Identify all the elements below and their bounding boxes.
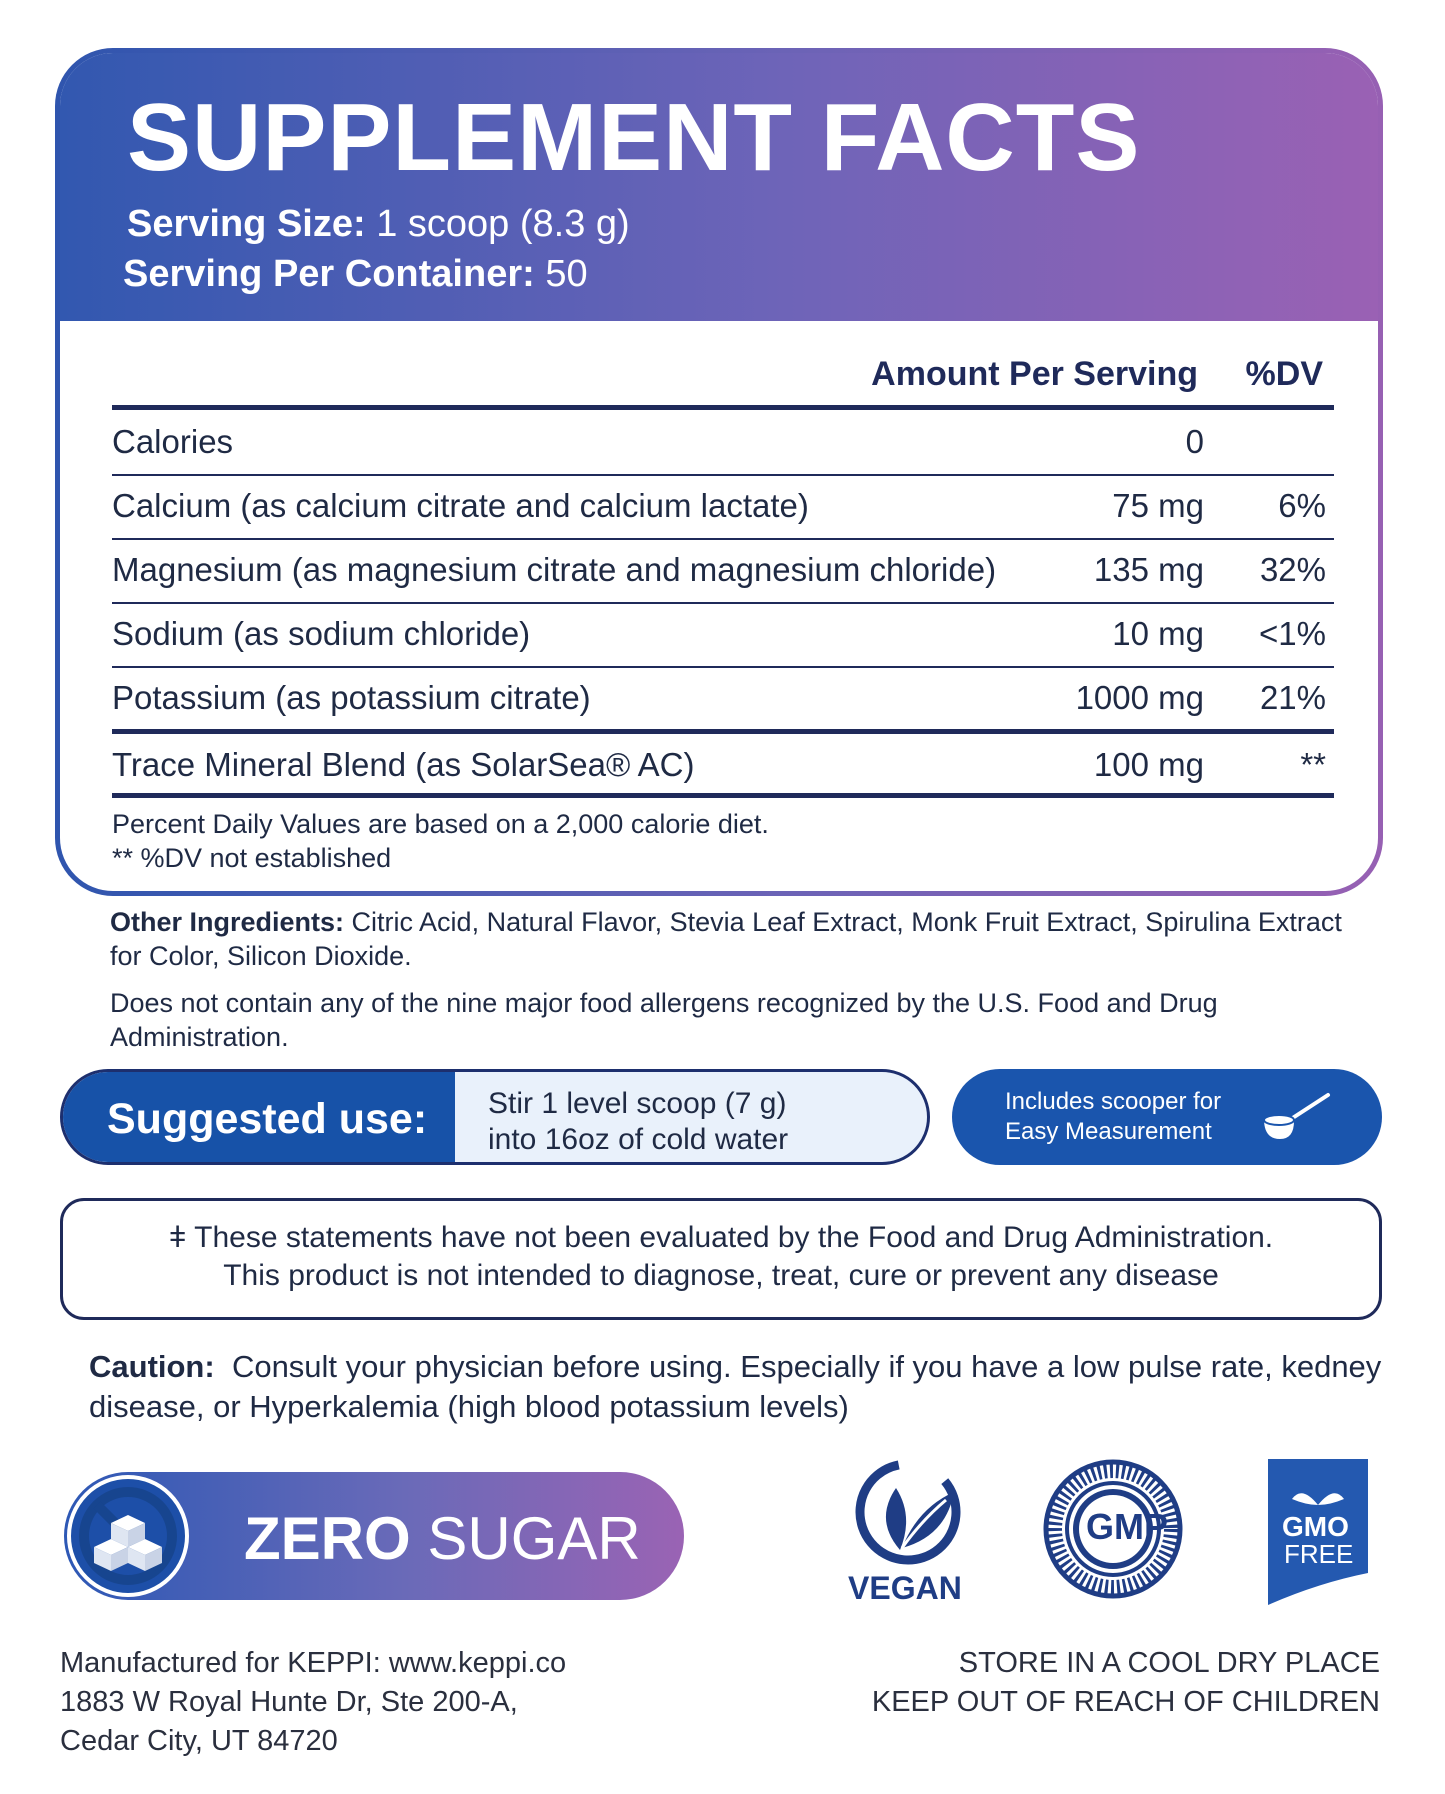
disclaimer-line-1: ǂ These statements have not been evaluat…	[168, 1221, 1274, 1254]
row-divider-thick	[112, 729, 1334, 734]
serving-size-value: 1 scoop (8.3 g)	[376, 203, 630, 245]
serving-size: Serving Size: 1 scoop (8.3 g)	[127, 203, 630, 246]
nutrient-name: Sodium (as sodium chloride)	[112, 615, 531, 652]
nutrient-amount: 1000 mg	[1075, 679, 1204, 716]
caution-text: Consult your physician before using. Esp…	[89, 1349, 1382, 1424]
supplement-facts-inner: SUPPLEMENT FACTS Serving Size: 1 scoop (…	[60, 53, 1378, 891]
facts-header: SUPPLEMENT FACTS Serving Size: 1 scoop (…	[60, 53, 1378, 321]
nutrient-name: Calcium (as calcium citrate and calcium …	[112, 487, 809, 524]
servings-value: 50	[545, 253, 588, 295]
suggested-use-line-1: Stir 1 level scoop (7 g)	[488, 1087, 787, 1120]
facts-row: Calories 0	[112, 411, 1334, 475]
facts-title: SUPPLEMENT FACTS	[127, 84, 1141, 191]
gmo-free-badge: GMO FREE	[1262, 1455, 1374, 1605]
nutrient-name: Trace Mineral Blend (as SolarSea® AC)	[112, 746, 695, 783]
nutrient-name: Magnesium (as magnesium citrate and magn…	[112, 551, 997, 588]
suggested-use-label: Suggested use:	[107, 1095, 428, 1143]
caution-statement: Caution: Consult your physician before u…	[89, 1347, 1389, 1427]
dv-note: Percent Daily Values are based on a 2,00…	[112, 809, 769, 839]
nutrient-dv: 32%	[1259, 551, 1326, 588]
scooper-text: Includes scooper for Easy Measurement	[1005, 1087, 1221, 1147]
storage-info: STORE IN A COOL DRY PLACE KEEP OUT OF RE…	[872, 1644, 1380, 1722]
gmp-seal-icon	[1043, 1459, 1183, 1599]
nutrient-amount: 75 mg	[1112, 487, 1204, 524]
free-label: FREE	[1284, 1539, 1354, 1569]
facts-row: Magnesium (as magnesium citrate and magn…	[112, 539, 1334, 603]
storage-line: STORE IN A COOL DRY PLACE	[958, 1647, 1380, 1679]
suggested-use-box: Suggested use: Stir 1 level scoop (7 g) …	[60, 1069, 930, 1165]
facts-row: Sodium (as sodium chloride) 10 mg <1%	[112, 603, 1334, 667]
other-ingredients-label: Other Ingredients:	[110, 907, 345, 937]
column-header-dv: %DV	[1245, 355, 1323, 393]
nutrient-amount: 135 mg	[1093, 551, 1204, 588]
allergen-statement: Does not contain any of the nine major f…	[110, 988, 1218, 1052]
suggested-use-text: Stir 1 level scoop (7 g) into 16oz of co…	[488, 1086, 788, 1158]
fda-disclaimer: ǂ These statements have not been evaluat…	[60, 1198, 1382, 1320]
facts-row: Potassium (as potassium citrate) 1000 mg…	[112, 667, 1334, 731]
address-line-2: Cedar City, UT 84720	[60, 1725, 338, 1757]
column-header-amount: Amount Per Serving	[871, 355, 1198, 393]
manufacturer-line: Manufactured for KEPPI: www.keppi.co	[60, 1647, 567, 1679]
serving-size-label: Serving Size:	[127, 203, 366, 245]
row-divider	[112, 538, 1334, 540]
nutrient-amount: 10 mg	[1112, 615, 1204, 652]
other-ingredients: Other Ingredients: Citric Acid, Natural …	[110, 905, 1370, 973]
vegan-label: VEGAN	[848, 1570, 962, 1606]
nutrient-dv: 6%	[1278, 487, 1326, 524]
facts-row: Calcium (as calcium citrate and calcium …	[112, 475, 1334, 539]
supplement-facts-panel: SUPPLEMENT FACTS Serving Size: 1 scoop (…	[55, 48, 1383, 896]
nutrient-name: Calories	[112, 423, 234, 460]
suggested-use-label-bg: Suggested use:	[63, 1072, 455, 1162]
manufacturer-info: Manufactured for KEPPI: www.keppi.co 188…	[60, 1644, 566, 1761]
servings-label: Serving Per Container:	[123, 253, 535, 295]
nutrient-name: Potassium (as potassium citrate)	[112, 679, 591, 716]
nutrient-dv: **	[1300, 746, 1326, 783]
gmo-label: GMO	[1282, 1511, 1349, 1542]
row-divider	[112, 666, 1334, 668]
scoop-icon	[1263, 1093, 1330, 1139]
nutrient-amount: 0	[1185, 423, 1204, 460]
suggested-use-line-2: into 16oz of cold water	[488, 1123, 789, 1156]
sugar-word: SUGAR	[427, 1505, 641, 1572]
address-line-1: 1883 W Royal Hunte Dr, Ste 200-A,	[60, 1686, 518, 1718]
caution-label: Caution:	[89, 1349, 215, 1384]
disclaimer-line-2: This product is not intended to diagnose…	[223, 1259, 1219, 1292]
scooper-line-2: Easy Measurement	[1005, 1118, 1212, 1145]
vegan-badge: VEGAN	[838, 1458, 978, 1608]
header-rule	[112, 405, 1334, 410]
row-divider	[112, 474, 1334, 476]
scooper-line-1: Includes scooper for	[1005, 1088, 1222, 1115]
nutrient-dv: 21%	[1259, 679, 1326, 716]
zero-word: ZERO	[244, 1505, 411, 1572]
nutrient-dv: <1%	[1259, 615, 1326, 652]
gmp-badge: GMP	[1042, 1458, 1184, 1600]
gmp-label: GMP	[1086, 1506, 1169, 1547]
servings-per-container: Serving Per Container: 50	[123, 253, 588, 296]
other-ingredients-text: Citric Acid, Natural Flavor, Stevia Leaf…	[110, 907, 1342, 971]
sugar-cubes-icon	[79, 1487, 177, 1585]
zero-sugar-text: ZERO SUGAR	[244, 1504, 641, 1573]
dv-not-established-note: ** %DV not established	[112, 843, 392, 873]
gmo-shield-icon	[1268, 1459, 1368, 1605]
footer-rule	[112, 793, 1334, 798]
zero-sugar-badge: ZERO SUGAR	[64, 1472, 684, 1600]
row-divider	[112, 602, 1334, 604]
scooper-badge: Includes scooper for Easy Measurement	[952, 1069, 1382, 1165]
children-warning-line: KEEP OUT OF REACH OF CHILDREN	[871, 1686, 1380, 1718]
facts-row: Trace Mineral Blend (as SolarSea® AC) 10…	[112, 734, 1334, 798]
nutrient-amount: 100 mg	[1093, 746, 1204, 783]
vegan-leaf-icon	[855, 1459, 961, 1565]
no-sugar-cubes-icon	[67, 1475, 189, 1597]
